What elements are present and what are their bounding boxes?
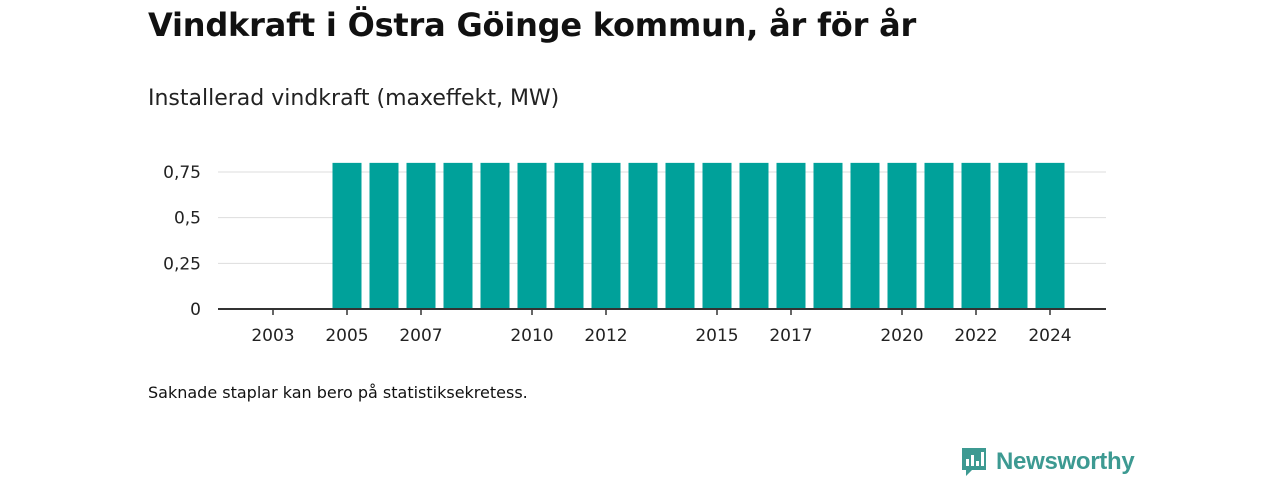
bar (591, 162, 621, 309)
y-tick-label: 0,5 (174, 209, 201, 229)
bar (517, 162, 547, 309)
bar (406, 162, 436, 309)
bar (628, 162, 658, 309)
x-tick-label: 2012 (584, 326, 627, 346)
bar (850, 162, 880, 309)
bar (665, 162, 695, 309)
newsworthy-logo-icon (962, 448, 986, 476)
y-tick-label: 0,75 (163, 163, 201, 183)
y-tick-label: 0,25 (163, 254, 201, 274)
bar-chart: 0 0,25 0,5 0,75 2003 2005 2007 2010 2012 2015 2017… (163, 162, 1106, 346)
chart-title: Vindkraft i Östra Göinge kommun, år för … (148, 6, 917, 44)
brand-name: Newsworthy (996, 448, 1135, 475)
x-tick-label: 2010 (510, 326, 553, 346)
brand-logo: Newsworthy (960, 446, 1135, 478)
bar (813, 162, 843, 309)
bar (554, 162, 584, 309)
bar (998, 162, 1028, 309)
x-tick-label: 2017 (769, 326, 812, 346)
x-tick-label: 2020 (880, 326, 923, 346)
bar (924, 162, 954, 309)
chart-subtitle: Installerad vindkraft (maxeffekt, MW) (148, 86, 560, 111)
bar (1035, 162, 1065, 309)
footnote: Saknade staplar kan bero på statistiksek… (148, 383, 528, 402)
bar (739, 162, 769, 309)
bar (702, 162, 732, 309)
x-tick-label: 2024 (1028, 326, 1071, 346)
x-tick-label: 2015 (695, 326, 738, 346)
bar (887, 162, 917, 309)
x-tick-label: 2022 (954, 326, 997, 346)
bar (332, 162, 362, 309)
bar (480, 162, 510, 309)
y-tick-label: 0 (190, 300, 201, 320)
bar (776, 162, 806, 309)
bar (443, 162, 473, 309)
bar (369, 162, 399, 309)
x-tick-label: 2003 (251, 326, 294, 346)
bar (961, 162, 991, 309)
x-tick-label: 2005 (325, 326, 368, 346)
x-tick-label: 2007 (399, 326, 442, 346)
